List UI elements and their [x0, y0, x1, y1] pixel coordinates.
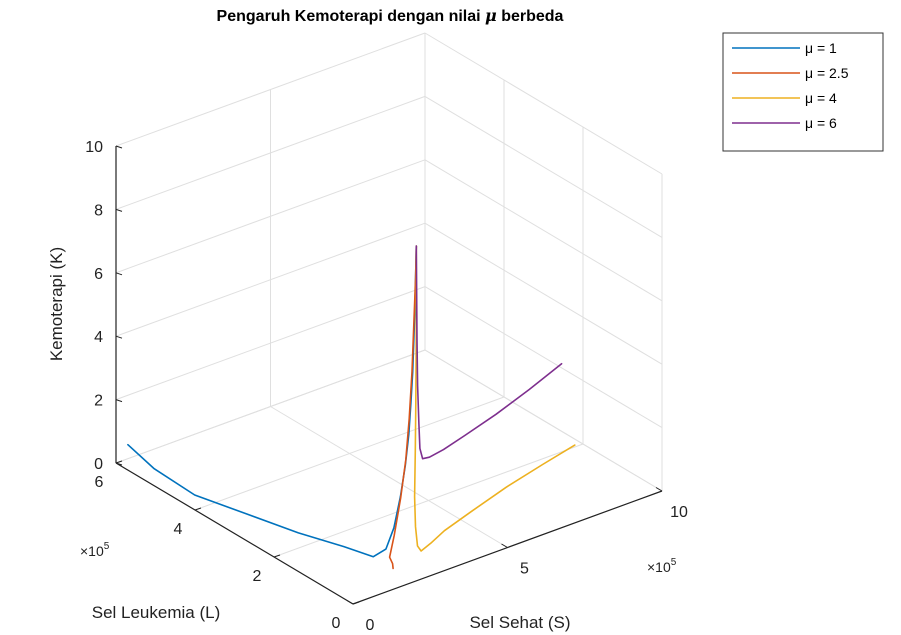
z-axis-label: Kemoterapi (K)	[47, 247, 66, 361]
x-tick-label: 0	[366, 617, 375, 634]
y-axis-line	[115, 462, 354, 605]
legend: μ = 1 μ = 2.5 μ = 4 μ = 6	[722, 32, 884, 152]
y-tick	[352, 601, 360, 605]
grid-line-z-side	[424, 95, 663, 238]
x-axis-label: Sel Sehat (S)	[469, 613, 570, 632]
z-tick-label: 2	[94, 393, 103, 410]
y-axis-multiplier: ×105	[80, 541, 110, 559]
grid-line-z-side	[424, 286, 663, 429]
z-tick	[115, 208, 123, 212]
legend-label-2: μ = 2.5	[805, 65, 849, 81]
y-tick	[194, 507, 202, 511]
y-tick-label: 6	[95, 474, 104, 491]
y-axis-label: Sel Leukemia (L)	[92, 603, 221, 622]
y-tick-label: 0	[332, 615, 341, 632]
legend-box	[722, 32, 884, 152]
y-tick-label: 2	[253, 568, 262, 585]
grid-line-z-side	[424, 159, 663, 302]
z-tick	[115, 272, 123, 276]
x-tick-label: 10	[670, 504, 688, 521]
x-tick	[501, 543, 508, 548]
grid-line-z-side	[424, 32, 663, 175]
series-line-3	[413, 245, 576, 552]
grid-line-y-floor	[194, 396, 505, 511]
y-tick	[115, 460, 123, 464]
grid-line-y-floor	[115, 349, 426, 464]
legend-label-1: μ = 1	[805, 40, 837, 56]
x-tick	[655, 487, 663, 492]
legend-label-4: μ = 6	[805, 115, 837, 131]
z-tick	[115, 462, 123, 466]
z-tick-label: 0	[94, 456, 103, 473]
z-tick	[115, 399, 123, 403]
chart-title: Pengaruh Kemoterapi dengan nilai μ berbe…	[217, 6, 564, 25]
y-tick	[273, 554, 281, 558]
z-tick-label: 10	[85, 139, 103, 156]
grid-line-z-side	[424, 222, 663, 365]
x-tick-label: 5	[520, 561, 529, 578]
z-tick-label: 8	[94, 202, 103, 219]
grid-line-x-floor	[424, 349, 663, 492]
grid-lines	[115, 32, 663, 605]
grid-line-y-floor	[273, 443, 584, 558]
series-line-1	[127, 245, 418, 558]
grid-line-x-floor	[270, 406, 508, 548]
x-tick	[346, 600, 354, 605]
x-axis-multiplier: ×105	[647, 557, 677, 575]
z-tick-label: 6	[94, 266, 103, 283]
z-tick	[115, 145, 123, 149]
y-tick-label: 4	[174, 521, 183, 538]
data-series	[127, 245, 576, 570]
series-line-4	[415, 245, 563, 460]
legend-label-3: μ = 4	[805, 90, 837, 106]
z-tick	[115, 335, 123, 339]
series-line-2	[388, 245, 418, 570]
z-tick-label: 4	[94, 329, 103, 346]
